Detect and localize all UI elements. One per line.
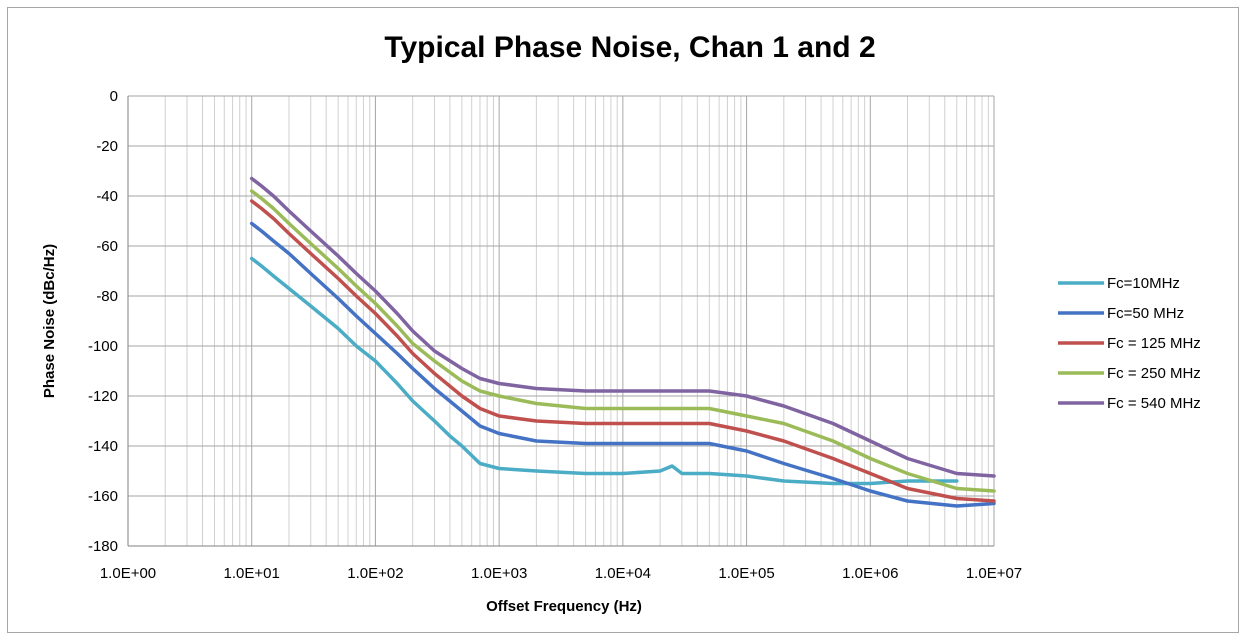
y-tick-label: -100: [88, 338, 118, 355]
legend-label: Fc = 125 MHz: [1107, 335, 1201, 352]
x-tick-label: 1.0E+07: [966, 565, 1022, 582]
x-axis-title: Offset Frequency (Hz): [486, 598, 642, 615]
x-tick-labels: 1.0E+00 1.0E+01 1.0E+02 1.0E+03 1.0E+04 1.0E+…: [100, 565, 1022, 582]
series-line-5: [249, 176, 996, 478]
y-tick-label: -120: [88, 388, 118, 405]
legend: Fc=10MHz Fc=50 MHz Fc = 125 MHz Fc = 250 MH…: [1058, 275, 1201, 412]
grid: [127, 95, 995, 547]
legend-label: Fc = 250 MHz: [1107, 365, 1201, 382]
x-tick-label: 1.0E+00: [100, 565, 156, 582]
y-axis-title: Phase Noise (dBc/Hz): [41, 244, 58, 398]
y-tick-labels: 0 -20 -40 -60 -80 -100 -120 -140 -160 -180: [88, 88, 118, 555]
series-line-4: [249, 189, 996, 493]
y-tick-label: 0: [110, 88, 118, 105]
y-tick-label: -140: [88, 438, 118, 455]
x-tick-label: 1.0E+04: [595, 565, 651, 582]
x-tick-label: 1.0E+01: [224, 565, 280, 582]
series-line-1: [249, 256, 959, 486]
x-tick-label: 1.0E+05: [718, 565, 774, 582]
legend-label: Fc=10MHz: [1107, 275, 1180, 292]
x-tick-label: 1.0E+06: [842, 565, 898, 582]
y-tick-label: -180: [88, 538, 118, 555]
series-lines: [249, 176, 996, 508]
chart-title: Typical Phase Noise, Chan 1 and 2: [384, 31, 875, 64]
legend-label: Fc = 540 MHz: [1107, 395, 1201, 412]
y-tick-label: -20: [96, 138, 118, 155]
y-tick-label: -160: [88, 488, 118, 505]
y-tick-label: -60: [96, 238, 118, 255]
series-line-2: [249, 221, 996, 508]
y-tick-label: -40: [96, 188, 118, 205]
legend-label: Fc=50 MHz: [1107, 305, 1184, 322]
series-line-3: [249, 199, 996, 503]
x-tick-label: 1.0E+02: [347, 565, 403, 582]
y-tick-label: -80: [96, 288, 118, 305]
x-tick-label: 1.0E+03: [471, 565, 527, 582]
